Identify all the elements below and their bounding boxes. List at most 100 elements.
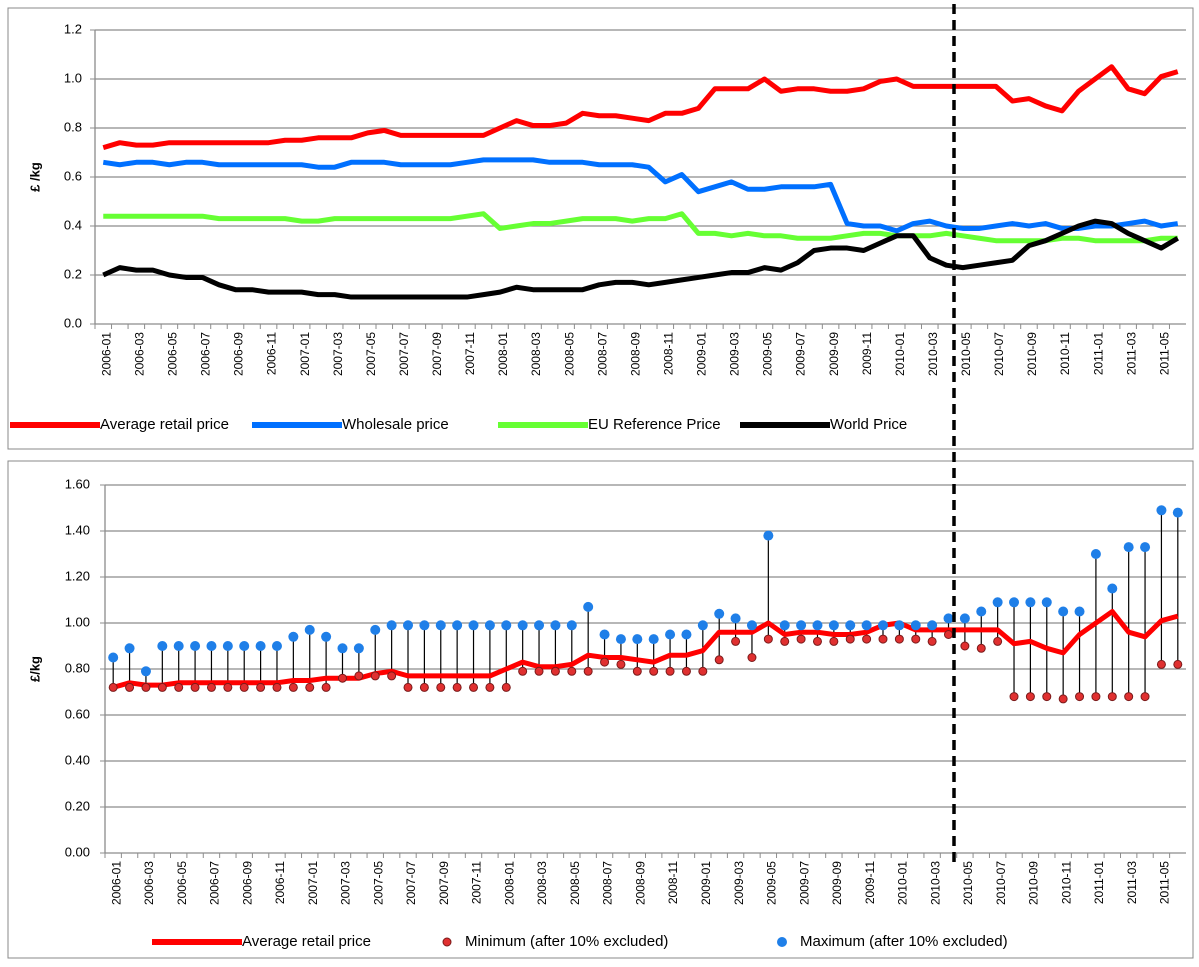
x-tick-label: 2006-07 bbox=[208, 861, 222, 905]
x-tick-label: 2008-07 bbox=[595, 332, 609, 376]
x-tick-label: 2008-03 bbox=[529, 332, 543, 376]
x-tick-label: 2007-09 bbox=[437, 861, 451, 905]
series-point bbox=[337, 673, 347, 683]
x-tick-label: 2009-09 bbox=[827, 332, 841, 376]
series-point bbox=[698, 666, 708, 676]
series-point bbox=[927, 620, 938, 631]
series-point bbox=[796, 634, 806, 644]
series-point bbox=[321, 631, 332, 642]
series-point bbox=[452, 682, 462, 692]
series-point bbox=[910, 620, 921, 631]
x-tick-label: 2009-07 bbox=[794, 332, 808, 376]
series-point bbox=[828, 620, 839, 631]
series-point bbox=[239, 641, 250, 651]
legend-label: Wholesale price bbox=[342, 416, 449, 433]
series-point bbox=[173, 641, 184, 651]
y-axis-title: £ /kg bbox=[27, 162, 42, 192]
series-point bbox=[190, 682, 200, 692]
series-point bbox=[583, 601, 594, 612]
bottom-chart: 0.00 0.20 0.40 0.60 0.80 1.00 1.20 1.40 1.60 £/kg… bbox=[27, 476, 1186, 950]
series-line bbox=[102, 64, 1179, 150]
series-point bbox=[419, 682, 429, 692]
x-tick-label: 2009-01 bbox=[699, 861, 713, 905]
x-tick-label: 2008-05 bbox=[562, 332, 576, 376]
series-point bbox=[615, 634, 626, 645]
series-point bbox=[1091, 692, 1101, 702]
series-point bbox=[829, 636, 839, 646]
series-point bbox=[485, 682, 495, 692]
series-point bbox=[927, 636, 937, 646]
series-point bbox=[353, 643, 364, 654]
y-tick-label: 0.60 bbox=[65, 706, 90, 721]
series-point bbox=[746, 620, 757, 631]
legend-label: Maximum (after 10% excluded) bbox=[800, 933, 1008, 950]
y-tick-label: 0.40 bbox=[65, 752, 90, 767]
y-tick-label: 0.6 bbox=[64, 168, 82, 183]
top-chart: 0.0 0.2 0.4 0.6 0.8 1.0 1.2 £ /kg 2006-01 2006-03… bbox=[10, 21, 1186, 433]
legend-label: Average retail price bbox=[100, 416, 229, 433]
series-point bbox=[108, 652, 119, 663]
x-tick-label: 2010-03 bbox=[926, 332, 940, 376]
series-point bbox=[370, 671, 380, 681]
series-point bbox=[731, 636, 741, 646]
x-tick-label: 2008-09 bbox=[633, 861, 647, 905]
series-point bbox=[239, 682, 249, 692]
series-point bbox=[894, 634, 904, 644]
series-point bbox=[944, 630, 954, 639]
series-point bbox=[714, 655, 724, 665]
x-tick-label: 2007-11 bbox=[463, 332, 477, 375]
series-point bbox=[534, 620, 545, 631]
x-tick-label: 2008-03 bbox=[535, 861, 549, 905]
series-point bbox=[469, 682, 479, 692]
top-panel bbox=[7, 7, 1194, 450]
series-point bbox=[288, 682, 298, 692]
series-point bbox=[550, 620, 561, 631]
y-tick-label: 0.8 bbox=[64, 119, 82, 134]
series-point bbox=[943, 613, 954, 624]
series-point bbox=[600, 657, 610, 667]
series-point bbox=[484, 620, 495, 631]
x-tick-label: 2006-09 bbox=[232, 332, 246, 376]
series-point bbox=[845, 620, 856, 631]
legend-label: EU Reference Price bbox=[588, 416, 721, 433]
x-tick-label: 2010-07 bbox=[994, 861, 1008, 905]
series-point bbox=[681, 629, 692, 640]
series-point bbox=[960, 641, 970, 651]
series-point bbox=[305, 682, 315, 692]
x-tick-label: 2006-05 bbox=[166, 332, 180, 376]
series-line bbox=[102, 157, 1179, 234]
series-point bbox=[271, 641, 282, 651]
series-point bbox=[1009, 597, 1020, 608]
x-tick-label: 2011-03 bbox=[1124, 332, 1138, 375]
series-point bbox=[321, 682, 331, 692]
x-tick-label: 2009-01 bbox=[695, 332, 709, 376]
series-point bbox=[1025, 692, 1035, 702]
y-tick-label: 1.40 bbox=[65, 522, 90, 537]
series-point bbox=[665, 666, 675, 676]
series-point bbox=[648, 634, 659, 645]
y-axis-title: £/kg bbox=[27, 656, 42, 682]
series-point bbox=[517, 620, 528, 631]
series-point bbox=[632, 634, 643, 645]
x-tick-label: 2009-07 bbox=[797, 861, 811, 905]
x-tick-label: 2007-05 bbox=[371, 861, 385, 905]
series-point bbox=[730, 613, 741, 624]
y-tick-label: 1.2 bbox=[64, 21, 82, 36]
series-point bbox=[255, 641, 266, 651]
series-point bbox=[894, 620, 905, 631]
series-point bbox=[567, 666, 577, 676]
series-point bbox=[877, 620, 888, 631]
series-point bbox=[403, 620, 414, 631]
x-tick-label: 2007-05 bbox=[364, 332, 378, 376]
x-tick-label: 2006-11 bbox=[265, 332, 279, 375]
series-point bbox=[452, 620, 463, 631]
series-point bbox=[435, 620, 446, 631]
series-point bbox=[534, 666, 544, 676]
x-tick-label: 2007-07 bbox=[397, 332, 411, 376]
y-tick-label: 1.20 bbox=[65, 568, 90, 583]
x-tick-label: 2008-05 bbox=[568, 861, 582, 905]
series-point bbox=[747, 653, 757, 662]
series-point bbox=[1074, 606, 1085, 617]
x-tick-label: 2011-03 bbox=[1125, 861, 1139, 904]
series-line bbox=[102, 218, 1180, 300]
